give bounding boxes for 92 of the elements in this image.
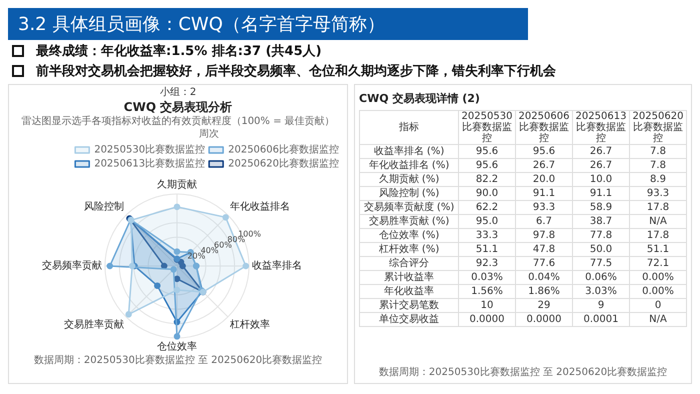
text: 7.8 <box>650 146 666 157</box>
spoke-label: 仓位效率 <box>157 340 197 353</box>
text: 90.0 <box>476 188 498 199</box>
text: 0.0000 <box>526 314 562 325</box>
category-label: 20250620比赛数据监控 <box>630 110 686 144</box>
text: 51.1 <box>476 244 498 255</box>
legend-label: 20250606比赛数据监控 <box>228 144 340 156</box>
text: 数据周期：20250530比赛数据监控 至 20250620比赛数据监控 <box>378 366 668 379</box>
text: 58.9 <box>590 202 612 213</box>
text: 50.0 <box>590 244 612 255</box>
category-label: 杠杆效率 (%) <box>378 244 440 255</box>
text: 0.04% <box>528 272 560 283</box>
text: 1.86% <box>528 286 560 297</box>
spoke-label: 交易频率贡献 <box>42 260 102 272</box>
category-label: 年化收益排名 (%) <box>368 160 450 171</box>
text: 77.5 <box>590 258 612 269</box>
text: 17.8 <box>646 230 670 241</box>
text: 97.8 <box>532 230 556 241</box>
text: 91.1 <box>532 188 556 199</box>
text: 0.0001 <box>584 314 618 325</box>
category-label: 收益率排名 (%) <box>374 146 444 157</box>
text: 17.8 <box>646 202 670 213</box>
category-label: 累计交易笔数 <box>379 300 439 311</box>
text: 91.1 <box>590 188 612 199</box>
text: 最终成绩：年化收益率:1.5% 排名:37 (共45人) <box>36 42 322 60</box>
legend-label: 20250613比赛数据监控 <box>94 158 206 170</box>
chart-subtitle: 雷达图显示选手各项指标对收益的有效贡献程度（100% = 最佳贡献） <box>20 116 336 127</box>
text: 7.8 <box>650 160 666 171</box>
text: 26.7 <box>590 146 612 157</box>
category-label: 20250606比赛数据监控 <box>516 110 572 144</box>
category-label: 综合评分 <box>389 258 429 269</box>
spoke-label: 风险控制 <box>84 200 124 213</box>
category-label: 20250613比赛数据监控 <box>572 110 630 144</box>
text: 1.56% <box>471 286 503 297</box>
category-label: 交易频率贡献度 (%) <box>364 202 454 213</box>
legend-label: 20250620比赛数据监控 <box>228 158 340 170</box>
text: 9 <box>598 300 604 311</box>
text: 10.0 <box>590 174 612 185</box>
text: 0.00% <box>642 272 674 283</box>
text: 8.9 <box>650 174 666 185</box>
text: 82.2 <box>476 174 498 185</box>
spoke-label: 交易胜率贡献 <box>64 318 124 331</box>
text: N/A <box>649 314 667 325</box>
text: 10 <box>480 300 494 311</box>
text: 数据周期：20250530比赛数据监控 至 20250620比赛数据监控 <box>32 355 324 366</box>
text: 26.7 <box>590 160 612 171</box>
text: 95.6 <box>476 160 498 171</box>
text: 0.06% <box>585 272 617 283</box>
spoke-label: 久期贡献 <box>157 178 197 191</box>
text: 6.7 <box>536 216 552 227</box>
text: N/A <box>649 216 667 227</box>
text: 62.2 <box>476 202 498 213</box>
text: 0.03% <box>471 272 503 283</box>
category-label: 20250530比赛数据监控 <box>458 110 516 144</box>
category-label: 仓位效率 (%) <box>378 230 440 241</box>
text: 0.00% <box>642 286 674 297</box>
text: 93.3 <box>646 188 670 199</box>
text: 前半段对交易机会把握较好，后半段交易频率、仓位和久期均逐步下降，错失利率下行机会 <box>36 62 556 80</box>
text: 33.3 <box>476 230 498 241</box>
text: 0.0000 <box>470 314 504 325</box>
legend-title: 周次 <box>199 128 220 140</box>
text: 38.7 <box>590 216 612 227</box>
text: 3.03% <box>585 286 617 297</box>
text: 小组：2 <box>158 86 198 99</box>
category-label: 指标 <box>360 110 458 144</box>
category-label: 累计收益率 <box>384 272 434 283</box>
spoke-label: 收益率排名 <box>252 260 302 272</box>
text: 29 <box>538 300 550 311</box>
text: CWQ 交易表现详情 (2) <box>359 91 481 106</box>
text: 95.6 <box>532 146 556 157</box>
text: 26.7 <box>532 160 556 171</box>
text: 77.8 <box>590 230 612 241</box>
text: 77.6 <box>532 258 556 269</box>
text: 47.8 <box>532 244 556 255</box>
category-label: 年化收益率 <box>384 286 434 297</box>
chart-title: CWQ 交易表现分析 <box>122 99 234 116</box>
legend-label: 20250530比赛数据监控 <box>94 144 206 156</box>
text: 0 <box>654 300 662 311</box>
spoke-label: 年化收益排名 <box>230 200 290 213</box>
category-label: 风险控制 (%) <box>378 188 440 199</box>
category-label: 交易胜率贡献 (%) <box>368 216 450 227</box>
text: 93.3 <box>532 202 556 213</box>
text: 95.6 <box>476 146 498 157</box>
text: 3.2 具体组员画像：CWQ（名字首字母简称） <box>8 8 528 40</box>
text: 51.1 <box>646 244 670 255</box>
category-label: 单位交易收益 <box>379 314 439 325</box>
text: 20.0 <box>532 174 556 185</box>
text: 95.0 <box>476 216 498 227</box>
text: 72.1 <box>646 258 670 269</box>
spoke-label: 杠杆效率 <box>229 318 270 331</box>
category-label: 久期贡献 (%) <box>378 174 440 185</box>
text: 92.3 <box>476 258 498 269</box>
